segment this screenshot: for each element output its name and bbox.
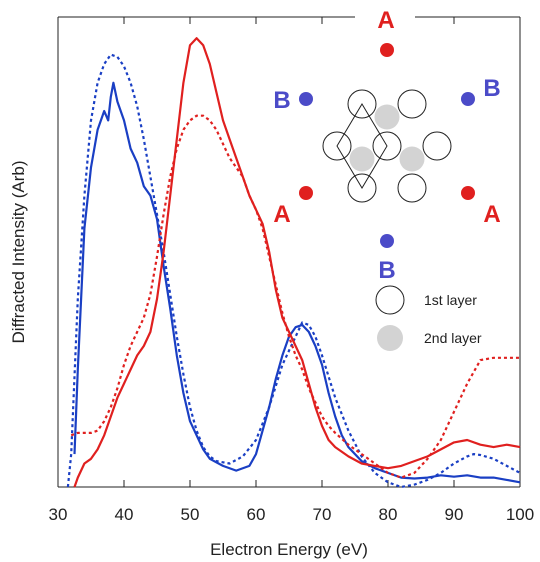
series-layer	[66, 37, 521, 489]
first-layer-atom	[347, 173, 377, 203]
first-layer-atom	[322, 131, 352, 161]
x-tick-label: 70	[313, 505, 332, 524]
legend-second-layer: 2nd layer	[424, 330, 482, 346]
x-tick-label: 40	[115, 505, 134, 524]
x-tick-label: 30	[49, 505, 68, 524]
site-b-right	[461, 92, 475, 106]
series-line-0	[73, 81, 521, 484]
first-layer-atom	[347, 89, 377, 119]
second-layer-atom	[349, 146, 375, 172]
lattice-inset: A B B A A B 1st layer 2nd layer	[273, 7, 501, 351]
site-b-bottom	[380, 234, 394, 248]
legend-open-circle-icon	[375, 285, 405, 315]
label-b-bottom: B	[378, 257, 395, 284]
x-axis-tick-labels: 30 40 50 60 70 80 90 100	[49, 505, 535, 524]
series-line-2	[73, 37, 521, 488]
label-b-right: B	[483, 75, 500, 102]
legend-first-layer: 1st layer	[424, 292, 477, 308]
first-layer-atom	[372, 131, 402, 161]
first-layer-atom	[422, 131, 452, 161]
label-a-top: A	[377, 7, 394, 34]
y-axis-title: Diffracted Intensity (Arb)	[9, 161, 28, 344]
x-tick-label: 60	[247, 505, 266, 524]
x-tick-label: 90	[445, 505, 464, 524]
x-axis-ticks	[57, 17, 521, 487]
second-layer-atom	[399, 146, 425, 172]
site-a-left	[299, 186, 313, 200]
site-a-top	[380, 43, 394, 57]
second-layer-atom	[374, 104, 400, 130]
series-line-1	[66, 53, 521, 489]
label-b-left: B	[273, 87, 290, 114]
first-layer-atom	[397, 89, 427, 119]
x-tick-label: 50	[181, 505, 200, 524]
x-tick-label: 100	[506, 505, 534, 524]
plot-frame	[57, 16, 521, 488]
legend-filled-circle-icon	[377, 325, 403, 351]
x-tick-label: 80	[379, 505, 398, 524]
label-a-left: A	[273, 201, 290, 228]
site-b-left	[299, 92, 313, 106]
first-layer-atom	[397, 173, 427, 203]
label-a-right: A	[483, 201, 500, 228]
unit-cell-rhombus	[336, 103, 388, 189]
site-a-right	[461, 186, 475, 200]
x-axis-title: Electron Energy (eV)	[210, 540, 368, 559]
